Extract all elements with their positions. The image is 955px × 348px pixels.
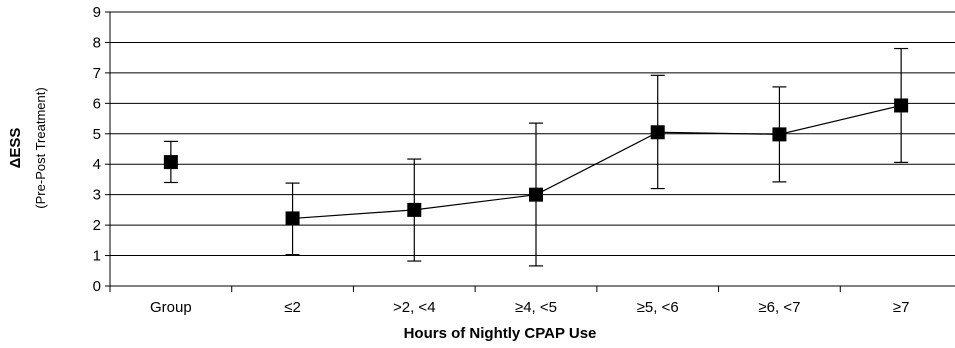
data-point [407,202,422,217]
y-tick-label: 0 [93,278,101,295]
data-point [894,98,909,113]
x-tick-labels: Group ≤2 >2, <4 ≥4, <5 ≥5, <6 ≥6, <7 ≥7 [150,299,909,316]
axes [105,11,955,292]
x-tick-label: >2, <4 [393,299,436,316]
y-tick-label: 9 [93,4,101,21]
data-point [650,125,665,140]
data-point [163,155,178,170]
gridlines [110,11,955,257]
series-line-path [292,104,902,220]
y-tick-label: 1 [93,248,101,265]
x-tick-label: Group [150,299,192,316]
y-tick-label: 7 [93,65,101,82]
data-point [529,187,543,202]
y-tick-label: 6 [93,95,101,112]
y-tick-label: 3 [93,187,101,204]
x-tick-label: ≥4, <5 [515,299,557,316]
x-tick-label: ≥6, <7 [758,299,800,316]
data-point [285,211,300,226]
x-tick-label: ≤2 [284,299,301,316]
y-tick-label: 4 [93,156,101,173]
data-points [163,98,909,226]
y-tick-labels: 0 1 2 3 4 5 6 7 8 9 [93,4,101,295]
y-axis-sublabel: (Pre-Post Treatment) [33,87,48,208]
y-tick-label: 8 [93,34,101,51]
x-axis-label: Hours of Nightly CPAP Use [404,325,597,342]
data-point [772,127,787,142]
series-line [292,104,902,220]
y-tick-label: 2 [93,217,101,234]
x-tick-label: ≥7 [893,299,910,316]
x-tick-label: ≥5, <6 [637,299,679,316]
y-tick-label: 5 [93,126,101,143]
y-axis-label: ΔESS [7,128,24,169]
error-bars [163,47,909,267]
